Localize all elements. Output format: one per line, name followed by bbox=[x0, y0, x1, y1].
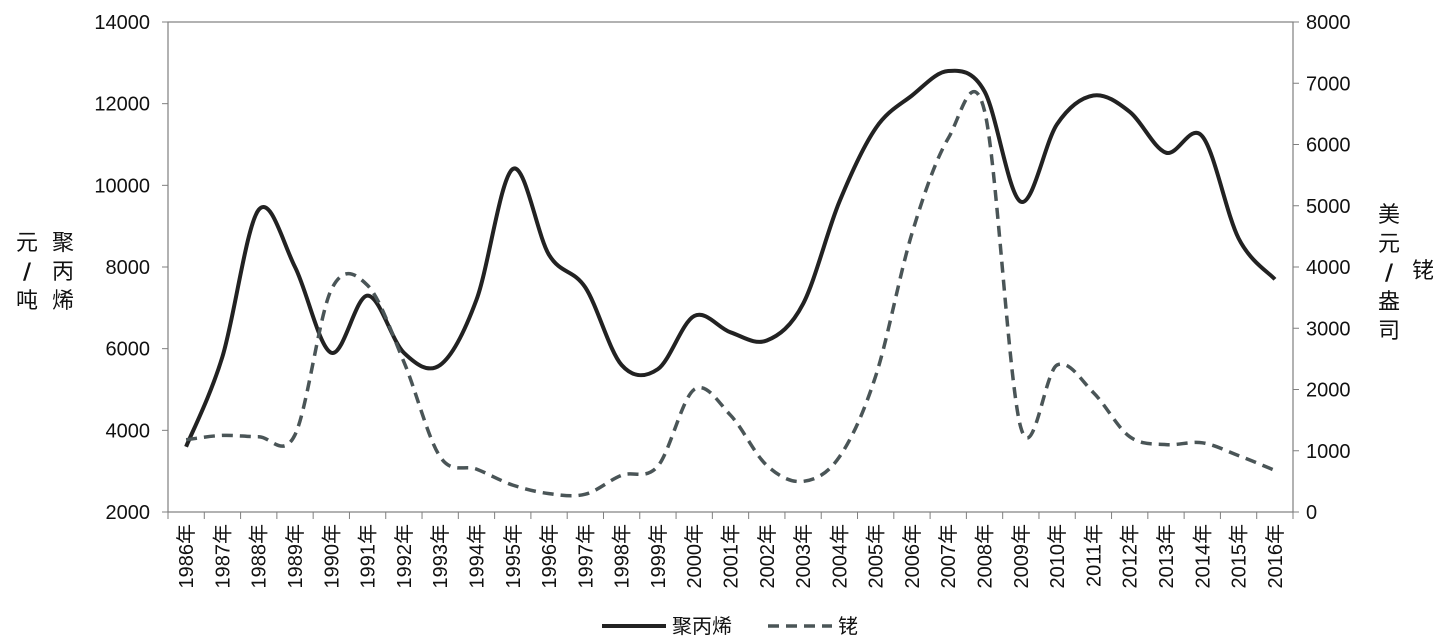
left-tick-label: 10000 bbox=[94, 175, 150, 197]
x-tick-label: 2003年 bbox=[792, 524, 815, 589]
x-tick-label: 2001年 bbox=[720, 524, 743, 589]
x-tick-label: 2009年 bbox=[1010, 524, 1033, 589]
x-tick-label: 2006年 bbox=[901, 524, 924, 589]
series-group bbox=[184, 68, 1277, 498]
x-tick-label: 2013年 bbox=[1155, 524, 1178, 589]
x-tick-label: 2000年 bbox=[683, 524, 706, 589]
x-tick-label: 1988年 bbox=[248, 524, 271, 589]
legend-label-polypropylene: 聚丙烯 bbox=[672, 614, 732, 638]
left-tick-label: 8000 bbox=[106, 257, 151, 279]
legend-label-rhodium: 铑 bbox=[838, 614, 858, 638]
legend: 聚丙烯 铑 bbox=[602, 614, 858, 638]
right-axis-unit-char: 司 bbox=[1378, 319, 1400, 344]
right-tick-label: 6000 bbox=[1306, 135, 1351, 157]
left-axis-series-char: 丙 bbox=[52, 260, 74, 285]
right-tick-label: 7000 bbox=[1306, 73, 1351, 95]
left-axis-label: 元 / 吨 聚丙烯 bbox=[16, 231, 74, 314]
right-tick-label: 4000 bbox=[1306, 257, 1351, 279]
x-tick-label: 1989年 bbox=[284, 524, 307, 589]
x-tick-label: 1992年 bbox=[393, 524, 416, 589]
x-tick-label: 1991年 bbox=[357, 524, 380, 589]
x-tick-label: 1994年 bbox=[465, 524, 488, 589]
x-tick-label: 2014年 bbox=[1191, 524, 1214, 589]
plot-frame bbox=[167, 21, 1294, 513]
x-tick-label: 2007年 bbox=[937, 524, 960, 589]
series-line-polypropylene bbox=[184, 68, 1277, 448]
right-axis-series-char: 铑 bbox=[1412, 259, 1434, 284]
left-axis-unit-char: 吨 bbox=[16, 289, 38, 314]
x-tick-label: 2016年 bbox=[1264, 524, 1287, 589]
left-axis-ticks: 2000 4000 6000 8000 10000 12000 14000 bbox=[94, 12, 168, 524]
x-tick-label: 1997年 bbox=[574, 524, 597, 589]
left-axis-series-char: 烯 bbox=[52, 289, 74, 314]
x-tick-label: 2004年 bbox=[828, 524, 851, 589]
right-axis-ticks: 0 1000 2000 3000 4000 5000 6000 7000 8000 bbox=[1293, 12, 1351, 524]
right-axis-label: 美元 / 盎司 铑 bbox=[1378, 203, 1434, 344]
left-tick-label: 2000 bbox=[106, 502, 151, 524]
right-tick-label: 3000 bbox=[1306, 318, 1351, 340]
right-tick-label: 5000 bbox=[1306, 196, 1351, 218]
x-tick-label: 1998年 bbox=[611, 524, 634, 589]
left-axis-series-char: 聚 bbox=[52, 231, 74, 256]
plot-border bbox=[167, 21, 1294, 513]
right-axis-unit-char: / bbox=[1385, 261, 1394, 286]
right-axis-unit-char: 元 bbox=[1378, 232, 1400, 257]
series-line-rhodium bbox=[185, 90, 1276, 498]
right-tick-label: 1000 bbox=[1306, 441, 1351, 463]
left-tick-label: 14000 bbox=[94, 12, 150, 34]
left-tick-label: 4000 bbox=[106, 420, 151, 442]
right-tick-label: 2000 bbox=[1306, 380, 1351, 402]
left-tick-label: 6000 bbox=[106, 339, 151, 361]
left-tick-label: 12000 bbox=[94, 94, 150, 116]
x-tick-label: 1993年 bbox=[429, 524, 452, 589]
left-axis-unit-char: 元 bbox=[16, 231, 38, 256]
x-tick-label: 1999年 bbox=[647, 524, 670, 589]
right-tick-label: 8000 bbox=[1306, 12, 1351, 34]
right-axis-unit-char: 盎 bbox=[1378, 290, 1400, 315]
x-tick-label: 2015年 bbox=[1228, 524, 1251, 589]
right-axis-unit-char: 美 bbox=[1378, 203, 1400, 228]
x-tick-label: 2008年 bbox=[974, 524, 997, 589]
x-tick-label: 1990年 bbox=[320, 524, 343, 589]
x-tick-label: 2002年 bbox=[756, 524, 779, 589]
x-tick-label: 2012年 bbox=[1119, 524, 1142, 589]
x-tick-label: 1996年 bbox=[538, 524, 561, 589]
right-tick-label: 0 bbox=[1306, 502, 1317, 524]
x-tick-label: 2010年 bbox=[1046, 524, 1069, 589]
x-tick-label: 1995年 bbox=[502, 524, 525, 589]
left-axis-unit-char: / bbox=[23, 260, 32, 285]
x-tick-label: 2011年 bbox=[1082, 524, 1105, 587]
x-tick-label: 1987年 bbox=[211, 524, 234, 589]
x-axis-ticks: 1986年 1987年 1988年 1989年 1990年 1991年 1992年 1993年… bbox=[167, 512, 1294, 589]
x-tick-label: 2005年 bbox=[865, 524, 888, 589]
x-tick-label: 1986年 bbox=[175, 524, 198, 589]
